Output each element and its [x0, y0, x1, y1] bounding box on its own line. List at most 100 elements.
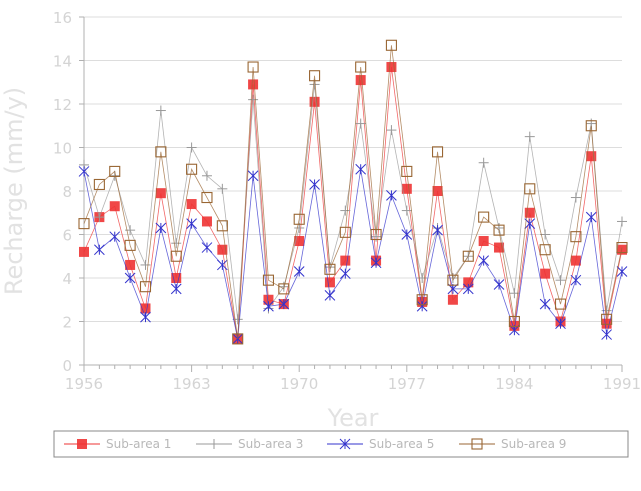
data-point — [570, 192, 581, 203]
y-axis-title: Recharge (mm/y) — [0, 87, 28, 295]
data-point — [617, 244, 627, 255]
data-point — [462, 283, 474, 295]
data-point — [278, 283, 290, 295]
data-point — [355, 163, 367, 175]
data-point — [601, 329, 612, 340]
data-point — [79, 246, 89, 257]
data-point — [125, 259, 136, 270]
data-point — [232, 314, 243, 325]
data-point — [447, 294, 458, 305]
data-point — [78, 218, 90, 230]
x-tick-label: 1977 — [388, 375, 426, 393]
legend: Sub-area 1 Sub-area 3 Sub-area 5 Sub-area 9 — [53, 430, 629, 458]
data-point — [540, 268, 551, 279]
data-point — [140, 259, 151, 270]
series-sub-area-5 — [78, 163, 628, 345]
y-tick-label: 0 — [62, 357, 72, 375]
data-point — [463, 277, 474, 288]
data-point — [170, 250, 182, 262]
series-line — [83, 169, 623, 339]
data-point — [201, 242, 213, 253]
series-sub-area-3 — [79, 79, 627, 325]
data-point — [94, 212, 105, 223]
data-point — [217, 183, 228, 194]
data-point — [216, 220, 228, 232]
legend-marker — [339, 438, 351, 450]
y-tick-label: 14 — [53, 53, 72, 71]
data-point — [417, 273, 428, 283]
data-point — [462, 250, 474, 262]
data-point — [370, 228, 382, 241]
data-point — [386, 125, 397, 136]
data-point — [616, 266, 628, 277]
data-point — [585, 211, 597, 223]
data-point — [78, 166, 90, 177]
data-series — [78, 39, 628, 345]
data-point — [247, 61, 259, 73]
x-axis-title: Year — [327, 404, 379, 432]
y-tick-labels: 0 2 4 6 8 10 12 14 16 — [53, 9, 72, 375]
data-point — [94, 244, 105, 256]
data-point — [186, 199, 197, 210]
data-point — [570, 255, 581, 266]
data-point — [217, 244, 228, 255]
legend-item: Sub-area 3 — [196, 437, 303, 451]
data-point — [139, 281, 152, 293]
data-point — [555, 318, 566, 330]
data-point — [309, 96, 320, 107]
data-point — [508, 315, 520, 328]
data-point — [524, 183, 536, 195]
data-point — [447, 274, 459, 286]
x-tick-label: 1991 — [603, 375, 641, 393]
data-point — [248, 94, 259, 105]
legend-label: Sub-area 9 — [501, 437, 566, 451]
data-point — [263, 300, 274, 312]
data-point — [93, 178, 105, 191]
data-point — [339, 226, 351, 238]
data-point — [324, 263, 336, 275]
data-point — [586, 151, 597, 162]
data-point — [385, 39, 397, 51]
data-point — [539, 298, 551, 310]
data-point — [155, 222, 167, 234]
legend-label: Sub-area 1 — [106, 437, 171, 451]
data-point — [247, 170, 259, 182]
legend-item: Sub-area 1 — [64, 437, 171, 451]
data-point — [340, 255, 351, 266]
data-point — [570, 274, 582, 286]
data-point — [386, 189, 397, 201]
data-point — [140, 303, 151, 314]
data-point — [386, 62, 397, 73]
data-point — [278, 298, 290, 310]
y-tick-label: 12 — [53, 96, 72, 114]
data-point — [416, 300, 428, 312]
data-point — [201, 170, 212, 181]
y-tick-label: 10 — [53, 140, 72, 158]
legend-label: Sub-area 3 — [238, 437, 303, 451]
data-point — [155, 105, 166, 116]
data-point — [201, 216, 212, 227]
data-point — [540, 229, 551, 240]
legend-item: Sub-area 9 — [459, 437, 566, 451]
data-point — [186, 163, 198, 175]
data-point — [309, 179, 320, 190]
data-point — [109, 165, 121, 177]
data-point — [109, 231, 121, 243]
data-point — [493, 224, 505, 236]
data-point — [401, 183, 412, 194]
x-tick-label: 1956 — [65, 375, 103, 393]
data-point — [585, 120, 597, 132]
data-point — [401, 205, 412, 216]
y-tick-label: 16 — [53, 9, 72, 27]
data-point — [355, 118, 366, 129]
data-point — [171, 238, 182, 249]
data-point — [263, 294, 274, 305]
data-point — [478, 255, 490, 266]
data-point — [324, 290, 336, 301]
data-point — [601, 318, 612, 329]
data-point — [339, 268, 351, 280]
data-point — [155, 146, 167, 158]
y-tick-label: 8 — [62, 183, 72, 201]
